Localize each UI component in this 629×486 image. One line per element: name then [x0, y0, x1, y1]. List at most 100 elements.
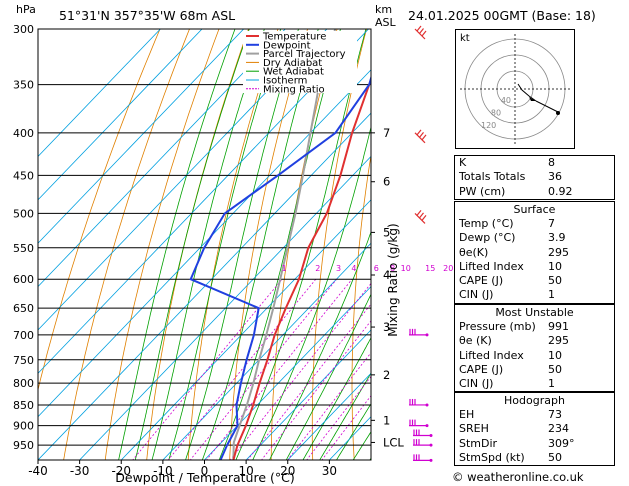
row-label: CAPE (J): [459, 274, 504, 288]
row-label: PW (cm): [459, 184, 506, 198]
hodograph-ring-label: 120: [481, 121, 496, 130]
hodograph-ring-label: 40: [501, 96, 511, 105]
x-tick-label: 10: [238, 464, 253, 478]
legend-label: Wet Adiabat: [263, 67, 324, 78]
dry-adiabat: [146, 29, 249, 460]
dry-adiabat: [38, 29, 161, 392]
dry-adiabat: [229, 29, 309, 460]
isotherm: [38, 29, 286, 288]
table-row: CAPE (J) 50: [455, 363, 614, 377]
mixing-ratio-label: 2: [315, 264, 320, 273]
barb-feather: [419, 131, 424, 138]
isotherm: [287, 372, 371, 460]
isotherm: [38, 29, 245, 244]
row-value: 309°: [548, 436, 575, 450]
x-tick-label: -30: [70, 464, 90, 478]
mixing-ratio-label: 6: [374, 264, 379, 273]
indices-table: K 8 Totals Totals 36 PW (cm) 0.92: [454, 155, 615, 200]
row-label: θe (K): [459, 334, 492, 348]
wet-adiabat: [302, 336, 371, 460]
barb-feather: [419, 28, 424, 34]
row-label: Pressure (mb): [459, 320, 536, 333]
row-label: EH: [459, 408, 475, 421]
row-value: 50: [548, 450, 562, 464]
wind-barb: [409, 328, 429, 337]
mixing-ratio-axis-title: Mixing Ratio (g/kg): [386, 223, 400, 336]
isotherm: [38, 112, 371, 460]
row-label: Temp (°C): [459, 217, 514, 230]
isotherm: [38, 29, 203, 201]
km-tick-label: 4: [383, 268, 390, 282]
hodograph-box: kt 120 80 40: [455, 29, 575, 149]
pressure-tick-label: 600: [13, 273, 34, 286]
wind-barb: [414, 129, 427, 144]
pressure-unit: hPa: [16, 3, 36, 16]
table-row: StmDir 309°: [455, 437, 614, 451]
pressure-tick-label: 500: [13, 207, 34, 220]
x-tick-label: 20: [280, 464, 295, 478]
pressure-tick-label: 750: [13, 354, 34, 367]
row-value: 36: [548, 170, 562, 184]
indices-rows: K 8 Totals Totals 36 PW (cm) 0.92: [455, 156, 614, 199]
temperature-line: [232, 76, 371, 460]
row-label: StmSpd (kt): [459, 450, 525, 464]
wet-adiabat: [319, 372, 371, 460]
table-row: CIN (J) 1: [455, 377, 614, 391]
x-tick-label: -20: [111, 464, 131, 478]
pressure-tick-label: 950: [13, 439, 34, 452]
row-value: 3.9: [548, 231, 566, 245]
pressure-tick-label: 800: [13, 377, 34, 390]
pressure-gridlines: [38, 29, 371, 446]
wet-adiabats: [118, 29, 371, 460]
dry-adiabat: [311, 29, 368, 460]
pressure-tick-label: 650: [13, 302, 34, 315]
row-label: Lifted Index: [459, 259, 524, 273]
hodograph-rows: EH 73 SREH 234 StmDir 309° StmSpd (kt) 50: [455, 408, 614, 465]
legend-label: Temperature: [262, 32, 326, 43]
row-value: 295: [548, 245, 569, 259]
wind-barb: [409, 398, 429, 407]
hodograph-ring-label: 80: [491, 109, 501, 118]
km-tick-label: 5: [383, 225, 390, 239]
mixing-ratio-label: 20: [443, 264, 453, 273]
x-tick-label: 0: [201, 464, 209, 478]
barb-feather: [421, 215, 427, 221]
table-row: Pressure (mb) 991: [455, 320, 614, 334]
table-row: Temp (°C) 7: [455, 217, 614, 231]
row-label: K: [459, 156, 467, 169]
table-row: Totals Totals 36: [455, 170, 614, 184]
legend-bg: [243, 31, 357, 93]
dry-adiabat: [104, 29, 220, 460]
wind-barb: [409, 419, 429, 428]
wet-adiabat: [218, 29, 341, 460]
row-label: θe(K): [459, 245, 489, 259]
hodograph-table: Hodograph EH 73 SREH 234 StmDir 309° StmSpd (k…: [454, 392, 615, 467]
x-tick-label: 30: [322, 464, 337, 478]
row-label: CIN (J): [459, 377, 494, 391]
x-axis-title: Dewpoint / Temperature (°C): [115, 470, 294, 485]
row-value: 50: [548, 274, 562, 288]
hodograph-table-title: Hodograph: [504, 394, 565, 407]
most-unstable-title: Most Unstable: [495, 306, 574, 319]
wet-adiabat: [252, 125, 371, 460]
datetime-label: 24.01.2025 00GMT (Base: 18): [408, 8, 596, 23]
axes: 3003504004505005506006507007508008509009…: [13, 23, 468, 478]
most-unstable-rows: Pressure (mb) 991 θe (K) 295 Lifted Index 10 C…: [455, 320, 614, 391]
legend-label: Parcel Trajectory: [263, 49, 346, 60]
mixing-ratio-line: [167, 278, 317, 460]
isotherm: [38, 69, 371, 418]
row-value: 8: [548, 156, 555, 169]
isotherm: [162, 242, 371, 460]
row-label: CIN (J): [459, 288, 494, 302]
km-tick-label: 2: [383, 368, 390, 382]
barb-feather: [421, 134, 427, 141]
dewpoint-line: [189, 74, 371, 460]
wet-adiabat: [201, 29, 319, 460]
table-row: Lifted Index 10: [455, 260, 614, 274]
storm-motion-arrow: [529, 97, 536, 101]
wind-barb: [413, 439, 433, 447]
surface-rows: Temp (°C) 7 Dewp (°C) 3.9 θe(K) 295 Lifted Ind…: [455, 217, 614, 303]
